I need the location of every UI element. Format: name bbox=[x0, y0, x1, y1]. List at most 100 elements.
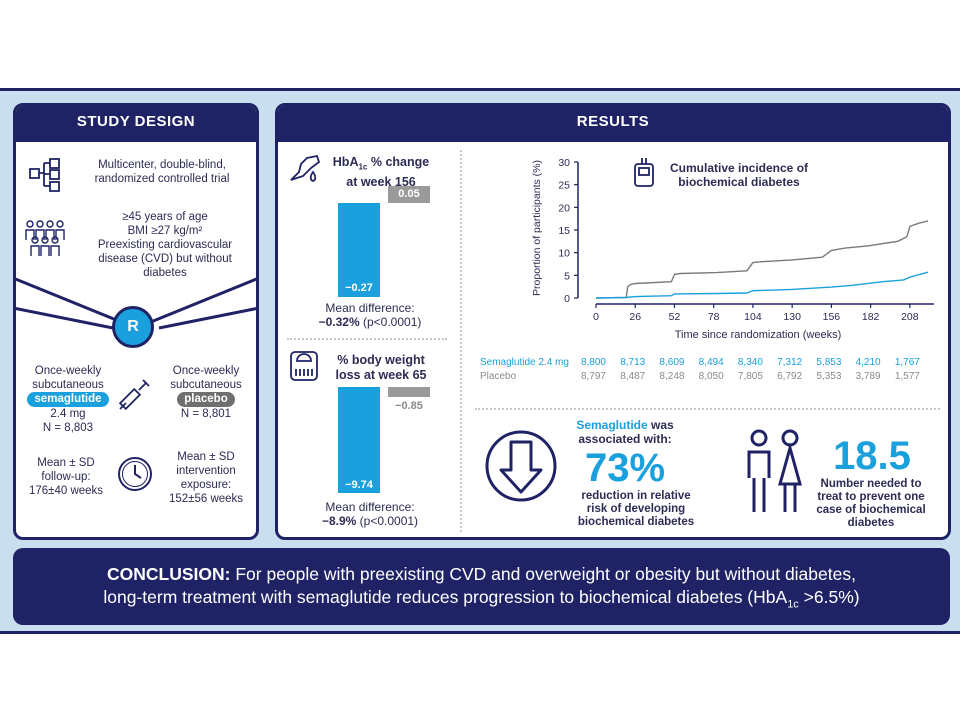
conclusion-text3: >6.5%) bbox=[798, 587, 860, 607]
risk-table-cell: 8,800 bbox=[580, 357, 606, 368]
stat-73-value: 73% bbox=[584, 446, 666, 490]
trial-type-line2: randomized controlled trial bbox=[94, 173, 230, 185]
chart-title-line2: biochemical diabetes bbox=[678, 175, 800, 189]
exposure-line4: 152±56 weeks bbox=[168, 493, 244, 505]
risk-table-cell: 8,050 bbox=[698, 371, 724, 382]
arm-left-line1: Once-weekly bbox=[34, 365, 102, 377]
weight-placebo-label: −0.85 bbox=[395, 400, 423, 412]
semaglutide-pill: semaglutide bbox=[27, 392, 109, 407]
weight-placebo-bar bbox=[388, 387, 430, 397]
nnt-desc: Number needed to treat to prevent one ca… bbox=[808, 478, 934, 530]
chart-axes: 0 5 10 15 20 25 30 0 26 52 78 104 130 156 182 208 bbox=[558, 157, 934, 323]
nnt-value: 18.5 bbox=[833, 434, 911, 478]
results-title: RESULTS bbox=[278, 106, 948, 142]
conclusion-text1: For people with preexisting CVD and over… bbox=[230, 564, 856, 584]
scale-icon bbox=[290, 351, 318, 381]
exposure-line3: exposure: bbox=[180, 479, 232, 491]
cumulative-incidence-chart: Proportion of participants (%) Time sinc… bbox=[531, 157, 934, 341]
chart-x-tick-label: 182 bbox=[862, 311, 880, 323]
criteria-cvd-1: Preexisting cardiovascular bbox=[97, 239, 233, 251]
exposure-line2: intervention bbox=[176, 465, 236, 477]
weight-title: % body weight loss at week 65 bbox=[326, 353, 436, 383]
weight-mean-diff-value: −8.9% bbox=[321, 514, 357, 528]
hierarchy-icon bbox=[29, 158, 60, 192]
criteria-cvd-2: disease (CVD) but without bbox=[98, 253, 232, 265]
hba1c-placebo-label: 0.05 bbox=[398, 188, 420, 200]
results-panel: RESULTS bbox=[275, 103, 951, 540]
hba1c-title: HbA1c % change at week 156 bbox=[326, 155, 436, 190]
weight-title-line2: loss at week 65 bbox=[335, 368, 427, 382]
hba1c-title-hba: HbA bbox=[332, 155, 359, 169]
hba1c-mean-diff-p: (p<0.0001) bbox=[363, 315, 422, 329]
risk-table-cell: 8,494 bbox=[698, 357, 724, 368]
weight-mean-diff-label: Mean difference: bbox=[325, 500, 415, 514]
chart-x-tick-label: 104 bbox=[744, 311, 762, 323]
chart-x-tick-label: 26 bbox=[629, 311, 641, 323]
trial-type-line1: Multicenter, double-blind, bbox=[98, 159, 226, 171]
risk-table-cell: 7,312 bbox=[777, 357, 803, 368]
hba1c-placebo-bar bbox=[388, 186, 430, 203]
chart-xlabel: Time since randomization (weeks) bbox=[675, 329, 841, 341]
chart-y-tick-label: 0 bbox=[564, 293, 570, 305]
arm-left-line2: subcutaneous bbox=[32, 379, 104, 391]
risk-table-cell: 8,713 bbox=[620, 357, 646, 368]
conclusion-banner: CONCLUSION: For people with preexisting … bbox=[13, 548, 950, 625]
hba1c-semaglutide-label: −0.27 bbox=[345, 282, 373, 294]
chart-x-tick-label: 52 bbox=[669, 311, 681, 323]
stats-divider bbox=[475, 408, 940, 410]
chart-y-tick-label: 15 bbox=[558, 225, 570, 237]
arm-left-dose: 2.4 mg bbox=[50, 408, 86, 420]
arm-right-line1: Once-weekly bbox=[172, 365, 240, 377]
risk-table-cell: 7,805 bbox=[737, 371, 763, 382]
arm-left-n: N = 8,803 bbox=[42, 422, 94, 434]
arm-right-n: N = 8,801 bbox=[180, 408, 232, 420]
criteria-cvd-3: diabetes bbox=[143, 267, 187, 279]
chart-y-tick-label: 20 bbox=[558, 202, 570, 214]
weight-mean-diff: Mean difference: −8.9% (p<0.0001) bbox=[290, 500, 450, 528]
people-pair-icon bbox=[747, 429, 802, 512]
risk-table-cell: 6,792 bbox=[777, 371, 803, 382]
hba1c-mean-diff-value: −0.32% bbox=[318, 315, 360, 329]
nnt-desc-line1: Number needed to bbox=[820, 478, 922, 490]
nnt-desc-line2: treat to prevent one bbox=[817, 491, 925, 503]
criteria-bmi: BMI ≥27 kg/m² bbox=[127, 225, 203, 237]
risk-table-cell: 8,340 bbox=[737, 357, 763, 368]
chart-title: Cumulative incidence of biochemical diab… bbox=[664, 161, 814, 189]
chart-y-tick-label: 5 bbox=[564, 270, 570, 282]
placebo-pill: placebo bbox=[177, 392, 235, 407]
conclusion-sub: 1c bbox=[787, 598, 799, 611]
followup-text: Mean ± SD follow-up: 176±40 weeks bbox=[20, 456, 112, 498]
risk-table-cell: 4,210 bbox=[855, 357, 881, 368]
followup-line3: 176±40 weeks bbox=[28, 485, 104, 497]
risk-table-cell: 1,767 bbox=[894, 357, 920, 368]
stat-73-desc-line2: risk of developing bbox=[586, 503, 686, 515]
stat-73-desc-line1: reduction in relative bbox=[581, 490, 691, 502]
stat-73-heading: Semaglutide was associated with: bbox=[566, 418, 684, 446]
weight-semaglutide-label: −9.74 bbox=[345, 479, 373, 491]
randomization-circle: R bbox=[112, 306, 154, 348]
chart-series-placebo-line bbox=[595, 220, 929, 299]
weight-semaglutide-bar bbox=[338, 387, 380, 493]
syringe-icon bbox=[118, 379, 150, 411]
risk-table-cell: 8,797 bbox=[580, 371, 606, 382]
chart-y-tick-label: 25 bbox=[558, 180, 570, 192]
chart-series-semaglutide-line bbox=[595, 271, 929, 299]
conclusion-label: CONCLUSION: bbox=[107, 564, 231, 584]
risk-table-cell: 1,577 bbox=[894, 371, 920, 382]
hba1c-mean-diff: Mean difference: −0.32% (p<0.0001) bbox=[290, 301, 450, 329]
people-group-icon bbox=[25, 220, 65, 256]
randomization-label: R bbox=[127, 318, 139, 335]
down-arrow-circle-icon bbox=[485, 430, 557, 502]
chart-y-tick-label: 10 bbox=[558, 248, 570, 260]
risk-table-cell: 3,789 bbox=[855, 371, 881, 382]
chart-x-tick-label: 156 bbox=[823, 311, 841, 323]
weight-title-line1: % body weight bbox=[337, 353, 425, 367]
risk-table-cell: 5,853 bbox=[816, 357, 842, 368]
risk-table-semaglutide-label: Semaglutide 2.4 mg bbox=[480, 357, 569, 368]
risk-table-cell: 8,487 bbox=[620, 371, 646, 382]
chart-ylabel: Proportion of participants (%) bbox=[531, 160, 543, 296]
hba1c-mean-diff-label: Mean difference: bbox=[325, 301, 415, 315]
chart-title-line1: Cumulative incidence of bbox=[669, 161, 809, 175]
followup-line2: follow-up: bbox=[41, 471, 91, 483]
semaglutide-arm: Once-weekly subcutaneous semaglutide 2.4… bbox=[22, 364, 114, 435]
